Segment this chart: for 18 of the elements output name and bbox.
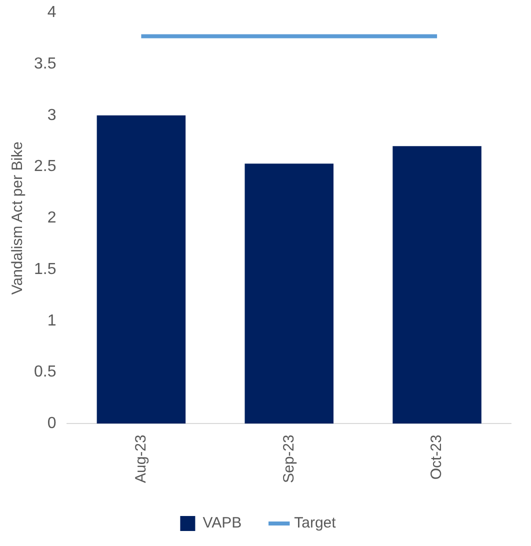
y-tick-label: 0.5 xyxy=(34,364,56,381)
y-tick-label: 3.5 xyxy=(34,55,56,72)
bar xyxy=(392,146,482,424)
y-tick-label: 1.5 xyxy=(34,260,56,278)
bar xyxy=(244,164,334,424)
x-tick-label: Oct-23 xyxy=(428,434,446,480)
legend-label: Target xyxy=(294,514,337,532)
x-tick-label: Aug-23 xyxy=(132,434,150,484)
bar xyxy=(96,115,186,424)
y-axis-title: Vandalism Act per Bike xyxy=(9,142,26,295)
x-tick-label: Sep-23 xyxy=(280,434,298,484)
y-tick-label: 1 xyxy=(47,312,56,330)
y-tick-label: 2.5 xyxy=(34,158,56,176)
y-tick-label: 2 xyxy=(47,210,56,227)
y-tick-label: 3 xyxy=(47,106,56,124)
y-tick-label: 0 xyxy=(47,415,56,432)
legend-label: VAPB xyxy=(202,514,242,532)
y-tick-label: 4 xyxy=(47,4,56,22)
